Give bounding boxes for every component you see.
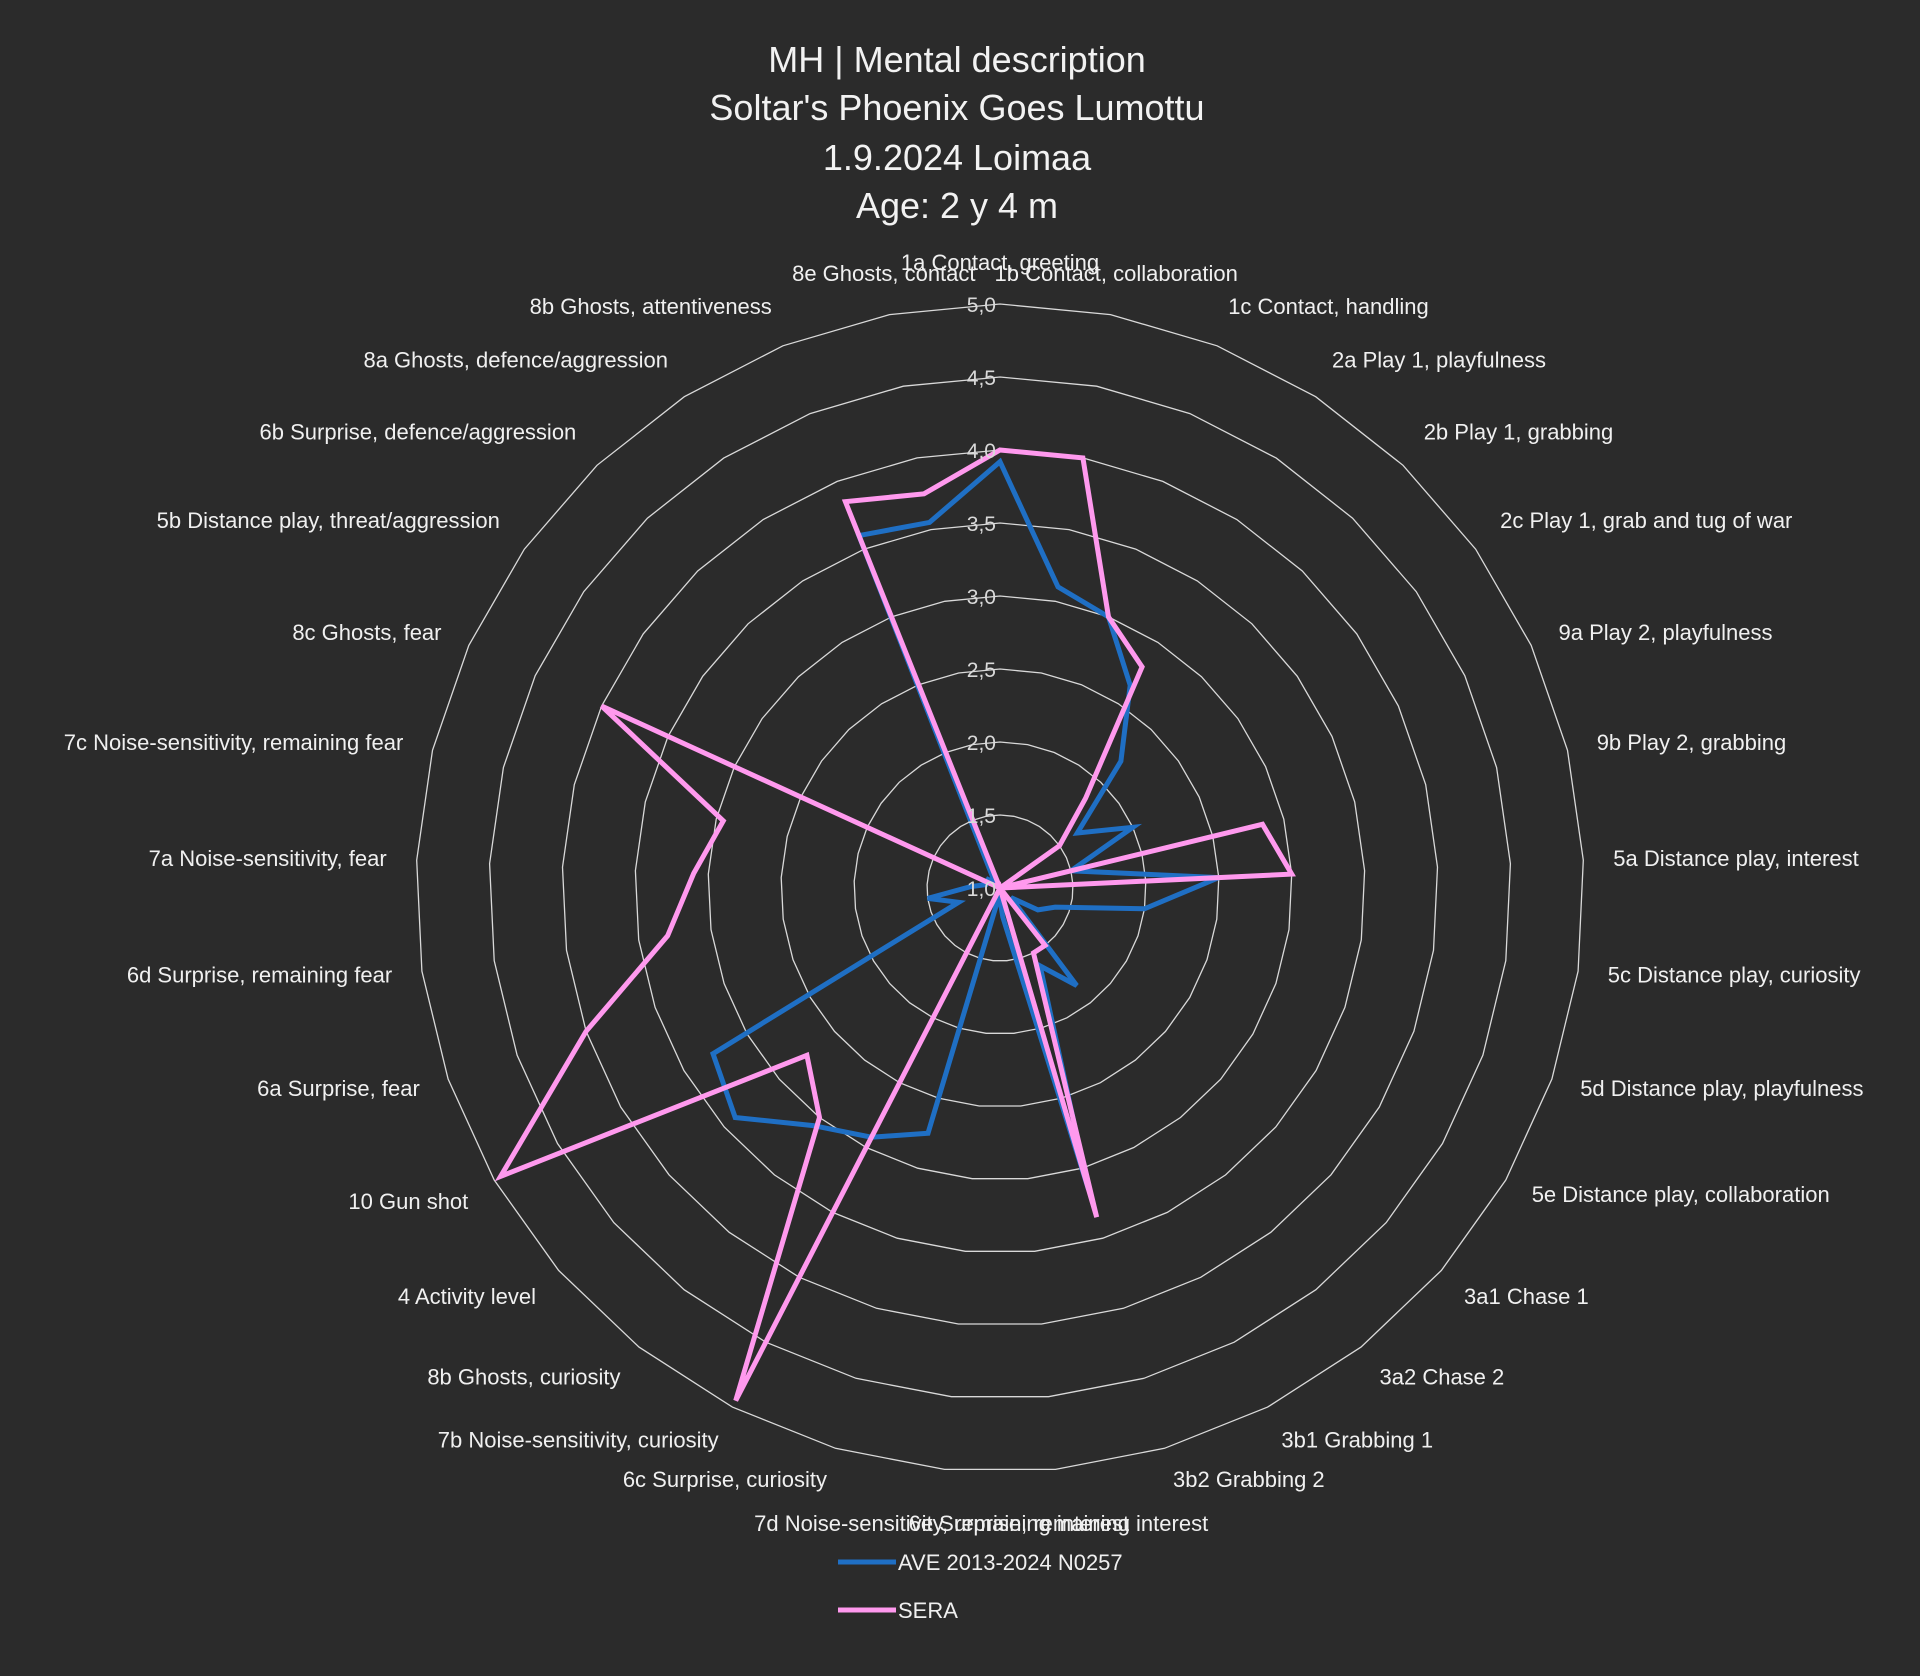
series-line-1 bbox=[494, 447, 1296, 1402]
tick-label: 1,0 bbox=[967, 878, 996, 901]
radial-tick-labels: 1,0 1,5 2,0 2,5 3,0 3,5 4,0 4,5 5,0 bbox=[967, 294, 996, 901]
category-label: 6d Surprise, remaining fear bbox=[127, 962, 392, 987]
category-label: 8e Ghosts, contact bbox=[792, 261, 975, 286]
category-label: 9b Play 2, grabbing bbox=[1597, 730, 1787, 755]
legend: AVE 2013-2024 N0257 SERA bbox=[838, 1550, 1123, 1623]
category-label: 1c Contact, handling bbox=[1228, 294, 1429, 319]
category-label: 3a2 Chase 2 bbox=[1380, 1365, 1505, 1390]
category-label: 8b Ghosts, curiosity bbox=[427, 1365, 620, 1390]
grid-ring-6 bbox=[561, 449, 1439, 1325]
category-label: 8c Ghosts, fear bbox=[292, 620, 441, 645]
category-label: 5a Distance play, interest bbox=[1613, 846, 1858, 871]
tick-label: 1,5 bbox=[967, 805, 996, 828]
tick-label: 4,0 bbox=[967, 440, 996, 463]
category-label: 7b Noise-sensitivity, curiosity bbox=[438, 1428, 719, 1453]
category-label: 2c Play 1, grab and tug of war bbox=[1500, 508, 1792, 533]
tick-label: 3,5 bbox=[967, 513, 996, 536]
chart-title-line-3: 1.9.2024 Loimaa bbox=[823, 137, 1092, 178]
grid-ring-4 bbox=[707, 595, 1293, 1180]
legend-label-1: SERA bbox=[898, 1598, 958, 1623]
category-label: 10 Gun shot bbox=[348, 1189, 468, 1214]
category-label: 5d Distance play, playfulness bbox=[1580, 1076, 1863, 1101]
category-label: 2b Play 1, grabbing bbox=[1424, 420, 1614, 445]
tick-label: 3,0 bbox=[967, 586, 996, 609]
grid-ring-1 bbox=[926, 814, 1074, 962]
category-label: 5b Distance play, threat/aggression bbox=[157, 508, 500, 533]
category-label: 7a Noise-sensitivity, fear bbox=[149, 846, 387, 871]
category-label: 9a Play 2, playfulness bbox=[1559, 620, 1773, 645]
tick-label: 2,0 bbox=[967, 732, 996, 755]
category-label: 3a1 Chase 1 bbox=[1464, 1284, 1589, 1309]
category-label: 1b Contact, collaboration bbox=[995, 261, 1238, 286]
category-label: 8b Ghosts, attentiveness bbox=[530, 294, 772, 319]
radar-grid bbox=[416, 303, 1584, 1471]
category-label: 2a Play 1, playfulness bbox=[1332, 348, 1546, 373]
tick-label: 5,0 bbox=[967, 294, 996, 317]
grid-ring-3 bbox=[780, 668, 1220, 1107]
category-label: 3b2 Grabbing 2 bbox=[1173, 1467, 1325, 1492]
tick-label: 2,5 bbox=[967, 659, 996, 682]
tick-label: 4,5 bbox=[967, 367, 996, 390]
category-label: 6c Surprise, curiosity bbox=[623, 1467, 827, 1492]
category-label: 7d Noise-sensitivity, remaining interest bbox=[754, 1511, 1129, 1536]
grid-ring-7 bbox=[488, 376, 1512, 1398]
category-label: 7c Noise-sensitivity, remaining fear bbox=[64, 730, 404, 755]
category-label: 6e Surprise, remaining interest bbox=[909, 1511, 1209, 1536]
grid-ring-2 bbox=[853, 741, 1147, 1034]
chart-title-line-1: MH | Mental description bbox=[768, 39, 1146, 80]
category-label: 4 Activity level bbox=[398, 1284, 536, 1309]
category-label: 8a Ghosts, defence/aggression bbox=[363, 348, 668, 373]
radar-series bbox=[494, 447, 1296, 1402]
chart-title-line-2: Soltar's Phoenix Goes Lumottu bbox=[709, 87, 1204, 128]
category-label: 5c Distance play, curiosity bbox=[1608, 962, 1861, 987]
grid-ring-5 bbox=[634, 522, 1366, 1252]
legend-label-0: AVE 2013-2024 N0257 bbox=[898, 1550, 1123, 1575]
chart-title-line-4: Age: 2 y 4 m bbox=[856, 185, 1058, 226]
category-label: 3b1 Grabbing 1 bbox=[1281, 1428, 1433, 1453]
chart-title: MH | Mental description Soltar's Phoenix… bbox=[709, 39, 1204, 226]
category-label: 6b Surprise, defence/aggression bbox=[260, 420, 577, 445]
category-label: 5e Distance play, collaboration bbox=[1532, 1182, 1830, 1207]
category-label: 6a Surprise, fear bbox=[257, 1076, 420, 1101]
category-label: 1a Contact, greeting bbox=[901, 250, 1099, 275]
grid-ring-8 bbox=[416, 303, 1584, 1471]
